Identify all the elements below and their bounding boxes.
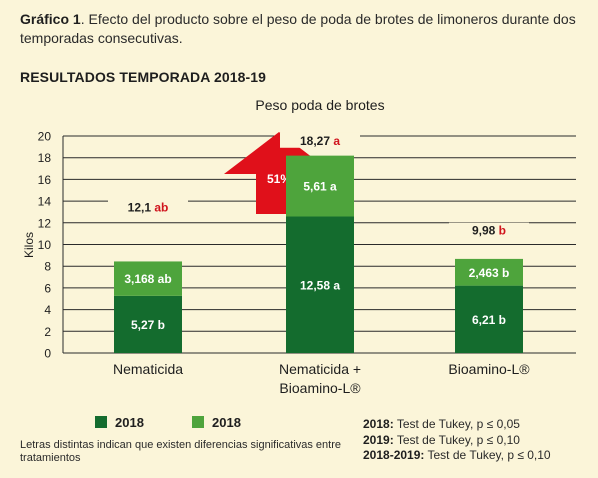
total-value: 12,1 bbox=[128, 201, 155, 215]
bar-value-label: 2,463 b bbox=[469, 266, 510, 280]
x-category-label: Bioamino-L® bbox=[448, 361, 530, 377]
y-tick-label-10: 10 bbox=[38, 238, 52, 252]
y-tick-label-6: 6 bbox=[44, 281, 51, 295]
bar-value-label: 3,168 ab bbox=[124, 272, 171, 286]
bar-value-label: 12,58 a bbox=[300, 278, 340, 292]
increase-arrow bbox=[224, 132, 334, 214]
chart-title: Peso poda de brotes bbox=[255, 97, 384, 113]
section-title: RESULTADOS TEMPORADA 2018-19 bbox=[20, 69, 267, 85]
figure-caption-label: Gráfico 1 bbox=[20, 11, 81, 27]
total-label: 12,1 ab bbox=[128, 201, 169, 215]
bar-value-label: 5,61 a bbox=[303, 180, 337, 194]
x-category-label: Bioamino-L® bbox=[279, 380, 361, 396]
y-axis-title: Kilos bbox=[22, 232, 36, 258]
y-tick-label-0: 0 bbox=[44, 347, 51, 361]
bar-value-label: 6,21 b bbox=[472, 313, 506, 327]
total-label: 9,98 b bbox=[472, 224, 506, 238]
total-label-bg bbox=[108, 199, 188, 215]
increase-arrow-label: 51% bbox=[267, 172, 291, 186]
y-tick-label-20: 20 bbox=[38, 130, 52, 144]
figure-caption: Gráfico 1. Efecto del producto sobre el … bbox=[20, 10, 580, 48]
figure-caption-text: . Efecto del producto sobre el peso de p… bbox=[20, 11, 576, 46]
significance-letter: b bbox=[499, 224, 506, 238]
legend-swatch-1 bbox=[192, 416, 204, 428]
total-label: 18,27 a bbox=[300, 134, 340, 148]
test-line-2018: 2018: Test de Tukey, p ≤ 0,05 bbox=[363, 417, 520, 431]
x-category-label: Nematicida + bbox=[279, 361, 361, 377]
total-value: 18,27 bbox=[300, 134, 333, 148]
y-tick-label-2: 2 bbox=[44, 325, 51, 339]
test-line-2018-2019: 2018-2019: Test de Tukey, p ≤ 0,10 bbox=[363, 448, 551, 462]
bar-value-label: 5,27 b bbox=[131, 318, 165, 332]
bar-dark-1 bbox=[286, 216, 354, 353]
y-tick-label-8: 8 bbox=[44, 260, 51, 274]
total-label-bg bbox=[280, 132, 360, 148]
total-value: 9,98 bbox=[472, 224, 499, 238]
y-tick-label-14: 14 bbox=[38, 195, 52, 209]
bar-dark-2 bbox=[455, 285, 523, 353]
bar-light-0 bbox=[114, 261, 182, 296]
y-tick-label-4: 4 bbox=[44, 303, 51, 317]
y-tick-label-18: 18 bbox=[38, 151, 52, 165]
significance-letter: a bbox=[333, 134, 340, 148]
footnote: Letras distintas indican que existen dif… bbox=[20, 439, 342, 464]
total-label-bg bbox=[449, 222, 529, 238]
legend-label-1: 2018 bbox=[212, 415, 241, 430]
y-tick-label-12: 12 bbox=[38, 216, 52, 230]
legend-label-0: 2018 bbox=[115, 415, 144, 430]
legend-swatch-0 bbox=[95, 416, 107, 428]
bar-light-2 bbox=[455, 258, 523, 286]
bar-light-1 bbox=[286, 155, 354, 217]
statistical-tests: 2018: Test de Tukey, p ≤ 0,05 2019: Test… bbox=[363, 417, 551, 464]
test-line-2019: 2019: Test de Tukey, p ≤ 0,10 bbox=[363, 432, 520, 447]
significance-letter: ab bbox=[154, 201, 168, 215]
y-tick-label-16: 16 bbox=[38, 173, 52, 187]
x-category-label: Nematicida bbox=[113, 361, 183, 377]
bar-dark-0 bbox=[114, 295, 182, 353]
